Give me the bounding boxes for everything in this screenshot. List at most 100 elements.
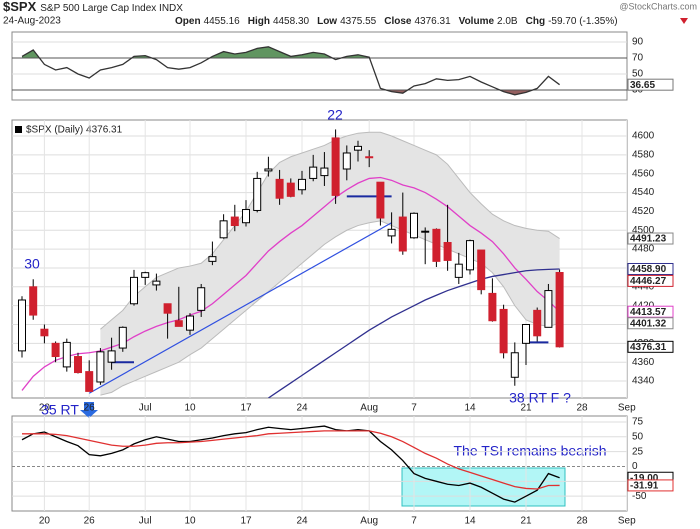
- annotation: 35 RT: [41, 402, 79, 418]
- quote: Open 4455.16 High 4458.30 Low 4375.55 Close 437…: [175, 16, 618, 27]
- candle-body: [398, 216, 407, 252]
- x-tick-label: Jul: [139, 516, 152, 527]
- y-tick-label: 4520: [632, 206, 655, 217]
- value-tag: [627, 232, 674, 245]
- value-tag: [627, 340, 674, 353]
- value-tag-label: -19.00: [630, 473, 659, 484]
- x-tick-label: 17: [240, 403, 252, 414]
- candle-body: [197, 287, 206, 311]
- candle-body: [219, 220, 228, 239]
- candle-body: [96, 351, 105, 383]
- quote-label: Volume: [459, 16, 495, 27]
- x-tick-label: 7: [411, 516, 417, 527]
- x-tick-label: 26: [84, 403, 96, 414]
- date: 24-Aug-2023: [3, 16, 61, 27]
- value-tag-label: -31.91: [630, 481, 659, 492]
- candle-body: [354, 145, 362, 151]
- quote-value: 4375.55: [340, 16, 377, 27]
- quote-value: 2.0B: [497, 16, 518, 27]
- value-tag: [627, 262, 674, 275]
- y-tick-label: -50: [632, 491, 647, 502]
- x-tick-label: 14: [464, 516, 476, 527]
- x-tick-label: Aug: [360, 516, 378, 527]
- y-tick-label: 25: [632, 446, 644, 457]
- quote-value: -59.70 (-1.35%): [548, 16, 617, 27]
- value-tag-label: 4401.32: [630, 318, 667, 329]
- y-tick-label: 4360: [632, 357, 655, 368]
- candle-body: [510, 352, 519, 378]
- rsi-panel: [11, 31, 628, 101]
- candle-body: [286, 182, 295, 197]
- legend-swatch: [15, 126, 22, 133]
- candle-body: [376, 181, 385, 219]
- x-tick-label: 10: [184, 403, 196, 414]
- y-tick-label: 4580: [632, 150, 655, 161]
- y-tick-label: 50: [632, 69, 644, 80]
- source: @StockCharts.com: [619, 1, 697, 11]
- overbought-fill: [22, 46, 560, 58]
- down-arrow-icon: [680, 18, 688, 24]
- candle-body: [40, 328, 49, 337]
- candle-body: [466, 240, 474, 271]
- value-tag: [627, 317, 674, 330]
- annotation: 38 RT F ?: [509, 390, 571, 406]
- candle-body: [309, 166, 318, 179]
- candle-body: [443, 242, 452, 261]
- oversold-fill: [22, 90, 560, 95]
- candle-body: [477, 249, 486, 291]
- candle-body: [51, 342, 60, 358]
- candle-body: [387, 228, 396, 237]
- candle-body: [29, 286, 38, 316]
- y-tick-label: 4560: [632, 168, 655, 179]
- value-tag: [627, 305, 674, 318]
- candle-body: [544, 290, 553, 328]
- candle-body: [163, 303, 172, 314]
- candle-body: [488, 292, 497, 322]
- x-tick-label: Aug: [360, 403, 378, 414]
- y-tick-label: 75: [632, 417, 644, 428]
- candle-body: [74, 356, 82, 374]
- candle-body: [499, 308, 508, 354]
- line: [22, 430, 560, 490]
- band-fill: [100, 132, 560, 396]
- line: [21, 46, 560, 96]
- y-tick-label: 70: [632, 53, 644, 64]
- x-tick-label: Sep: [618, 516, 636, 527]
- candle-body: [152, 280, 161, 286]
- value-tag-label: 4446.27: [630, 276, 667, 287]
- value-tag-label: 4458.90: [630, 264, 667, 275]
- value-tag: [627, 274, 674, 287]
- quote-label: Chg: [526, 16, 545, 27]
- chart-heading: $SPX S&P 500 Large Cap Index INDX: [3, 0, 183, 14]
- x-tick-label: 28: [576, 516, 588, 527]
- y-tick-label: 4500: [632, 225, 655, 236]
- candle-body: [410, 212, 418, 239]
- x-tick-label: Jul: [139, 403, 152, 414]
- candle-body: [118, 326, 127, 349]
- candle-body: [264, 168, 273, 172]
- annotation: The TSI remains bearish: [453, 443, 606, 459]
- highlight-box: [401, 467, 566, 507]
- candle-body: [174, 320, 183, 327]
- x-tick-label: 26: [84, 516, 96, 527]
- candle-body: [365, 156, 374, 159]
- x-tick-label: 17: [240, 516, 252, 527]
- y-tick-label: 50: [632, 431, 644, 442]
- plot-area: [12, 416, 627, 511]
- candle-body: [454, 263, 463, 278]
- candle-body: [298, 178, 306, 191]
- band-line: [100, 131, 560, 330]
- x-tick-label: 20: [39, 403, 51, 414]
- x-tick-label: 14: [464, 403, 476, 414]
- candle-body: [320, 167, 329, 177]
- candle-body: [555, 272, 564, 348]
- quote-value: 4455.16: [204, 16, 241, 27]
- y-tick-label: 0: [632, 461, 638, 472]
- line: [268, 268, 560, 398]
- x-tick-label: 7: [411, 403, 417, 414]
- candle-body: [62, 341, 71, 368]
- candle-body: [342, 152, 351, 170]
- y-tick-label: 4440: [632, 281, 655, 292]
- y-tick-label: 4340: [632, 376, 655, 387]
- legend-label: $SPX (Daily) 4376.31: [26, 125, 123, 136]
